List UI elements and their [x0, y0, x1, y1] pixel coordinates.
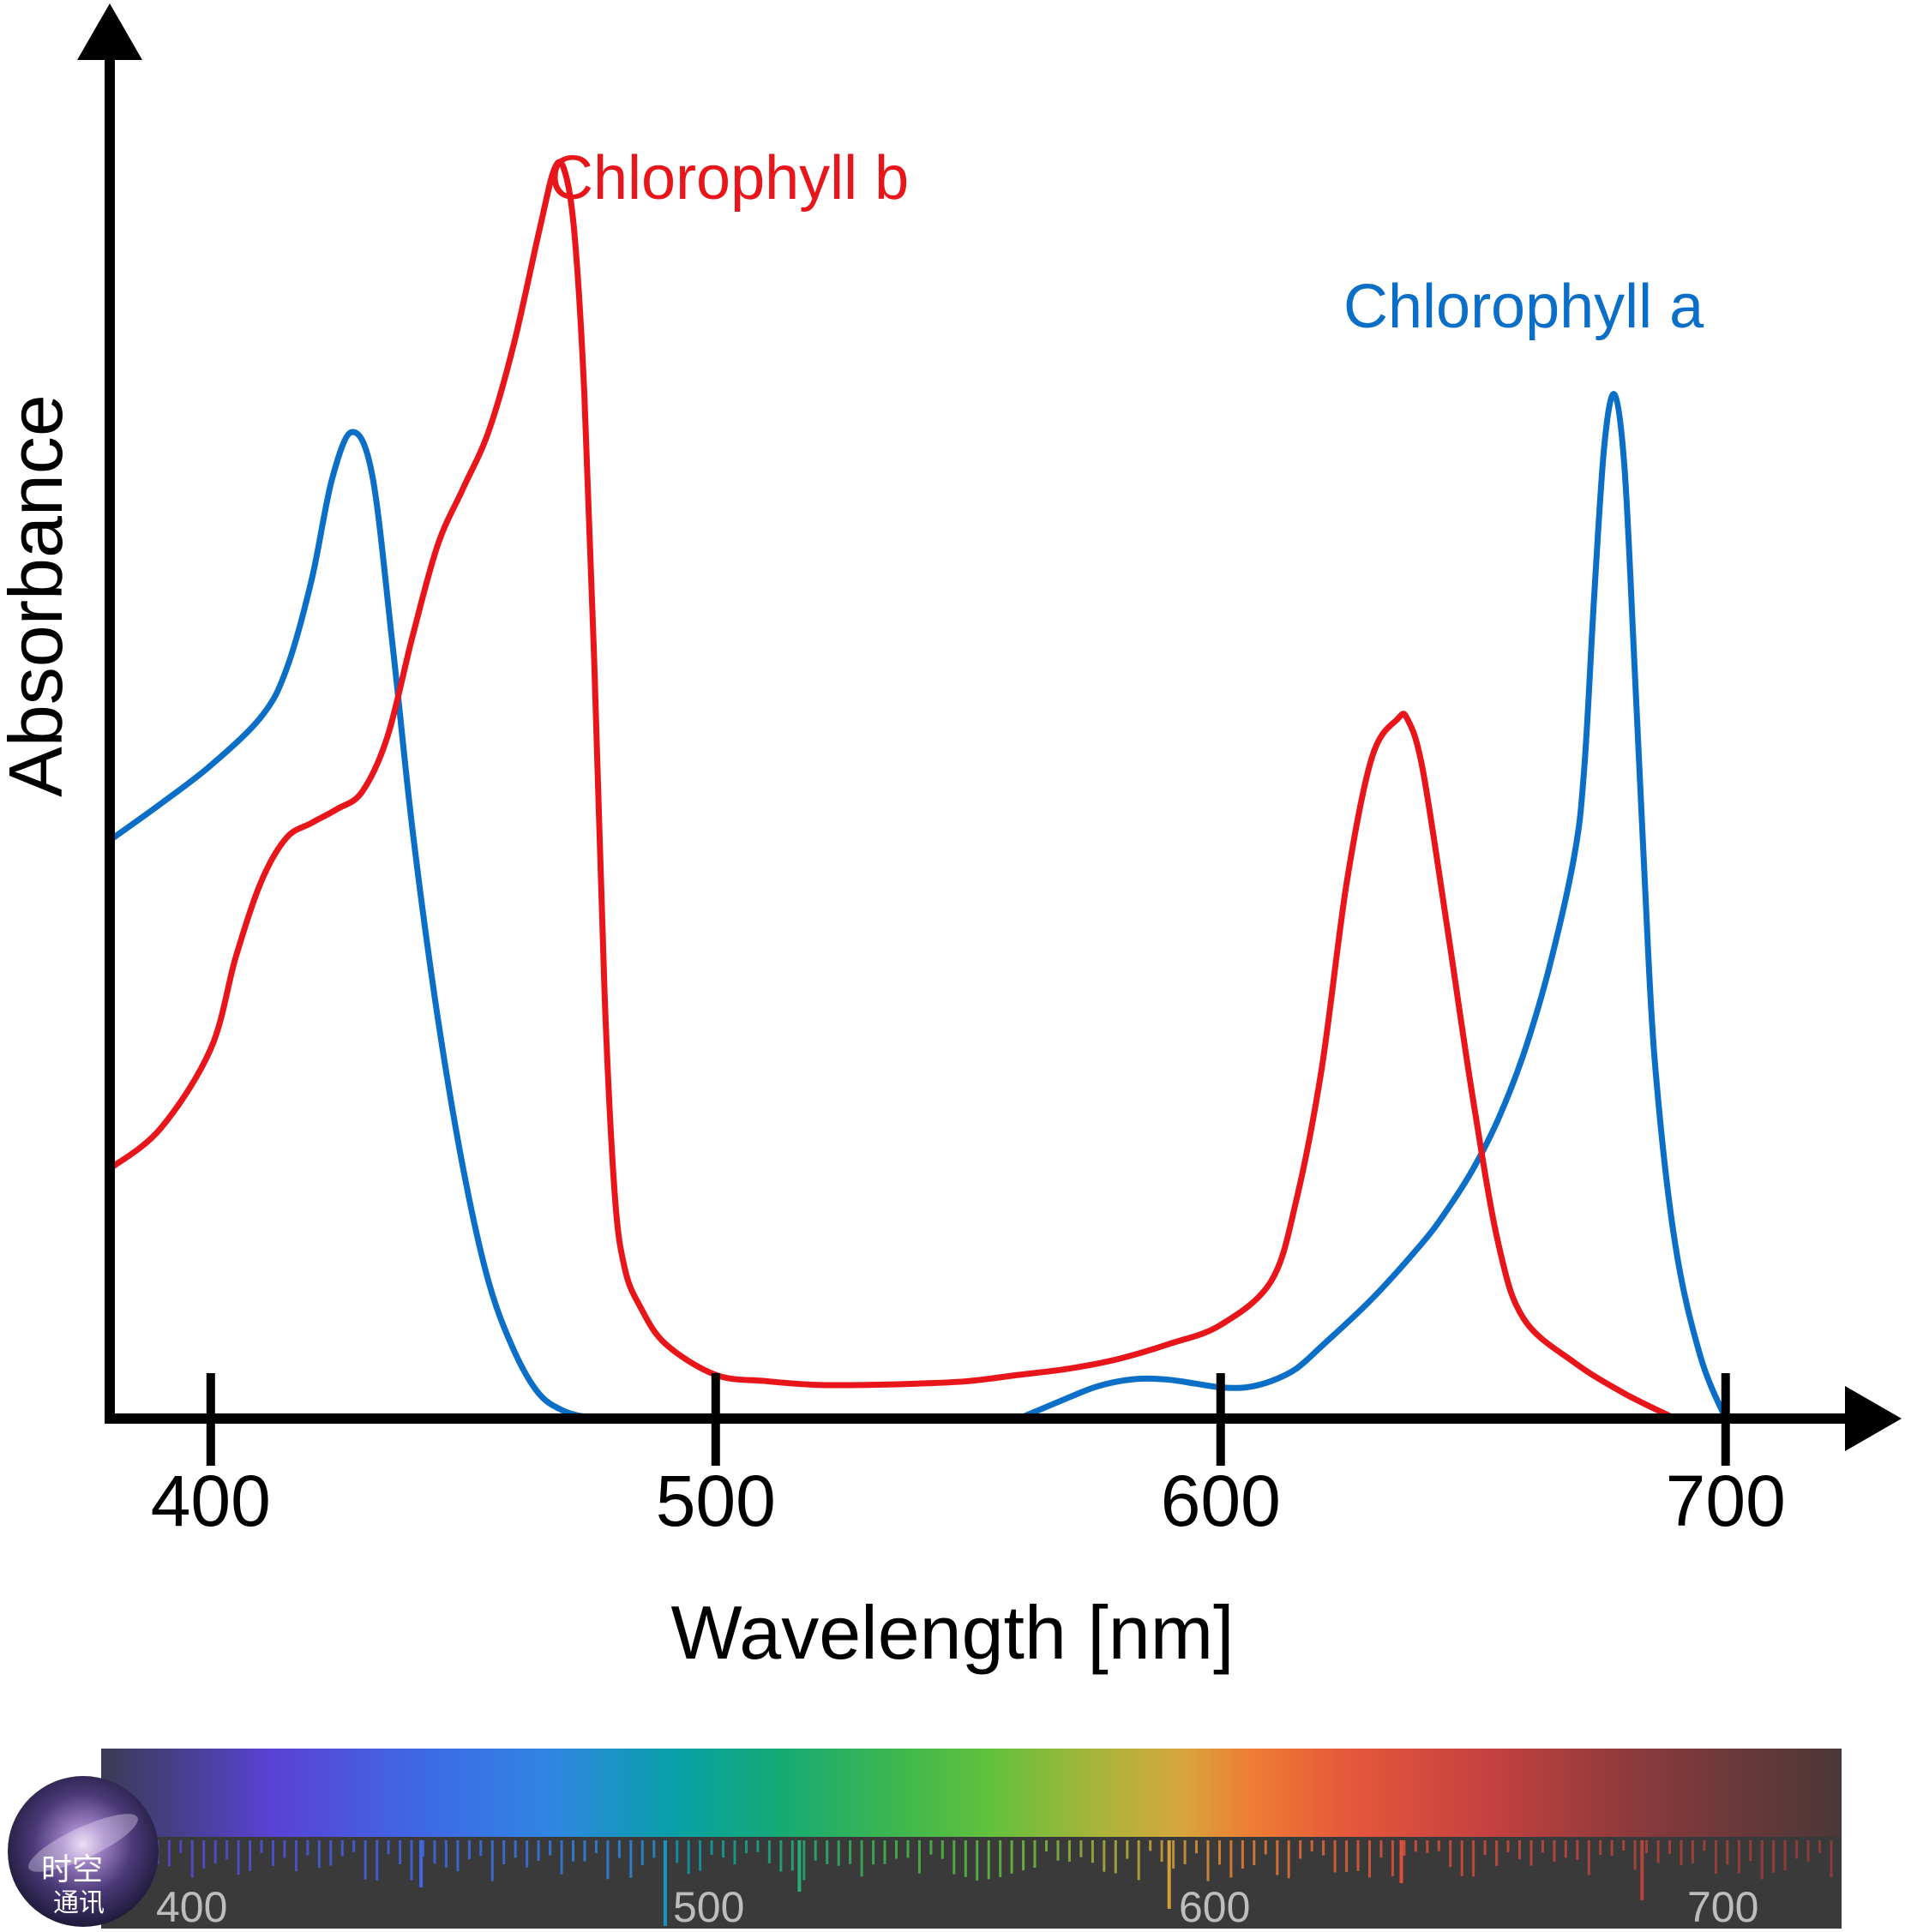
- y-axis-title: Absorbance: [0, 394, 78, 797]
- x-tick-label-400: 400: [151, 1461, 271, 1541]
- series-label-chlorophyll-a: Chlorophyll a: [1343, 273, 1704, 341]
- spectrum-label-700: 700: [1687, 1883, 1758, 1931]
- spectrum-lines-band: [101, 1837, 1842, 1929]
- x-ticks: 400 500 600 700: [151, 1373, 1786, 1541]
- spectrum-label-500: 500: [673, 1883, 744, 1931]
- x-axis-title: Wavelength [nm]: [670, 1590, 1234, 1675]
- x-tick-label-700: 700: [1666, 1461, 1786, 1541]
- spectrum-labels: 400 500 600 700: [156, 1883, 1758, 1931]
- logo-galaxy-icon: [8, 1776, 159, 1927]
- logo-text-line2: 通讯: [53, 1888, 105, 1918]
- series-line-chlorophyll-b-0: [106, 159, 1679, 1422]
- watermark-logo: 时空 通讯: [8, 1776, 159, 1927]
- x-tick-label-600: 600: [1161, 1461, 1281, 1541]
- series-labels: Chlorophyll a Chlorophyll b: [549, 144, 1704, 341]
- x-axis-arrow-icon: [1845, 1386, 1902, 1451]
- y-axis-arrow-icon: [77, 3, 142, 60]
- series-label-chlorophyll-b: Chlorophyll b: [549, 144, 909, 213]
- spectrum-label-600: 600: [1179, 1883, 1250, 1931]
- visible-spectrum-bar: 400 500 600 700: [101, 1749, 1842, 1931]
- series-line-chlorophyll-a-0: [106, 429, 618, 1422]
- axes: 400 500 600 700: [77, 3, 1902, 1541]
- spectrum-label-400: 400: [156, 1883, 227, 1931]
- x-tick-label-500: 500: [656, 1461, 776, 1541]
- series-line-chlorophyll-a-1: [1015, 391, 1729, 1422]
- logo-text-line1: 时空: [41, 1852, 103, 1887]
- series-layer: [106, 159, 1729, 1422]
